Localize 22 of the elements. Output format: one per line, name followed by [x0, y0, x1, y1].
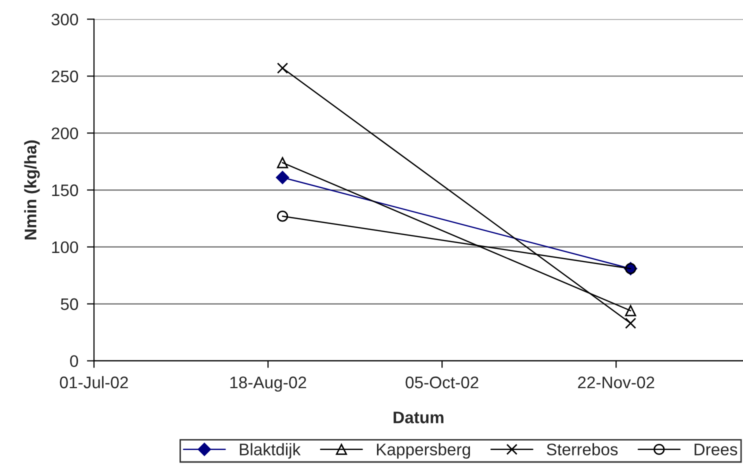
x-axis-title: Datum	[394, 412, 444, 424]
x-tick-label: 01-Jul-02	[60, 376, 128, 388]
x-tick-label: 18-Aug-02	[230, 376, 306, 392]
y-tick-label: 300	[52, 14, 78, 26]
point	[625, 318, 636, 329]
legend-label: Drees	[694, 444, 738, 456]
y-tick-label: 100	[52, 241, 78, 254]
legend-label: Blaktdijk	[240, 443, 301, 459]
legend-label: Sterrebos	[546, 443, 618, 456]
point	[276, 62, 288, 74]
y-tick-label: 50	[60, 298, 78, 310]
x-tick-label: 05-Oct-02	[406, 376, 478, 388]
y-axis-title: Nmin (kg/ha)	[24, 140, 40, 240]
x-tick-label: 22-Nov-02	[578, 376, 654, 388]
y-tick-label: 0	[70, 355, 78, 368]
y-tick-label: 250	[52, 70, 78, 82]
legend-label: Kappersberg	[376, 443, 470, 459]
point	[625, 305, 636, 316]
y-tick-label: 200	[52, 127, 78, 140]
point	[276, 157, 288, 168]
point	[276, 170, 290, 184]
y-tick-label: 150	[52, 184, 78, 196]
